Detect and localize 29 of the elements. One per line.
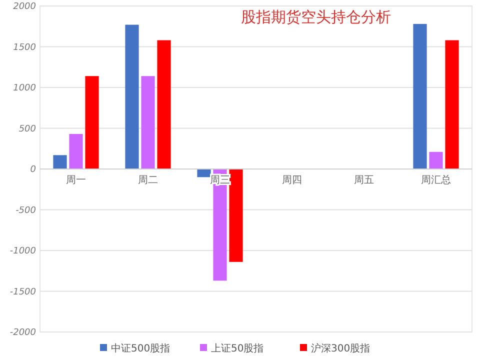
y-tick-label: -1000 [10,246,36,257]
bar [85,76,99,169]
bar [413,24,427,169]
y-tick-label: -500 [16,206,36,216]
bar [429,152,443,169]
y-tick-label: 1000 [13,84,36,94]
y-tick-label: 500 [18,124,36,134]
chart-title: 股指期货空头持仓分析 [241,8,391,26]
bar [69,134,83,169]
legend-label: 上证50股指 [211,342,264,354]
x-tick-label: 周汇总 [421,174,451,186]
y-tick-label: 2000 [13,2,36,12]
bar [197,169,211,178]
bar [53,155,67,169]
x-tick-label: 周四 [282,175,302,186]
x-tick-label: 周五 [354,175,374,186]
bar [125,24,139,169]
bar [229,169,243,262]
bar [445,40,459,169]
y-tick-label: -2000 [10,328,36,338]
y-tick-label: 0 [30,165,36,176]
y-tick-label: -1500 [10,287,36,298]
bar [141,76,155,169]
x-tick-label: 周二 [138,175,158,186]
x-tick-label: 周一 [66,175,86,186]
legend-label: 中证500股指 [111,342,170,354]
legend-label: 沪深300股指 [311,342,370,354]
bar [157,40,171,169]
y-tick-label: 1500 [13,42,36,53]
